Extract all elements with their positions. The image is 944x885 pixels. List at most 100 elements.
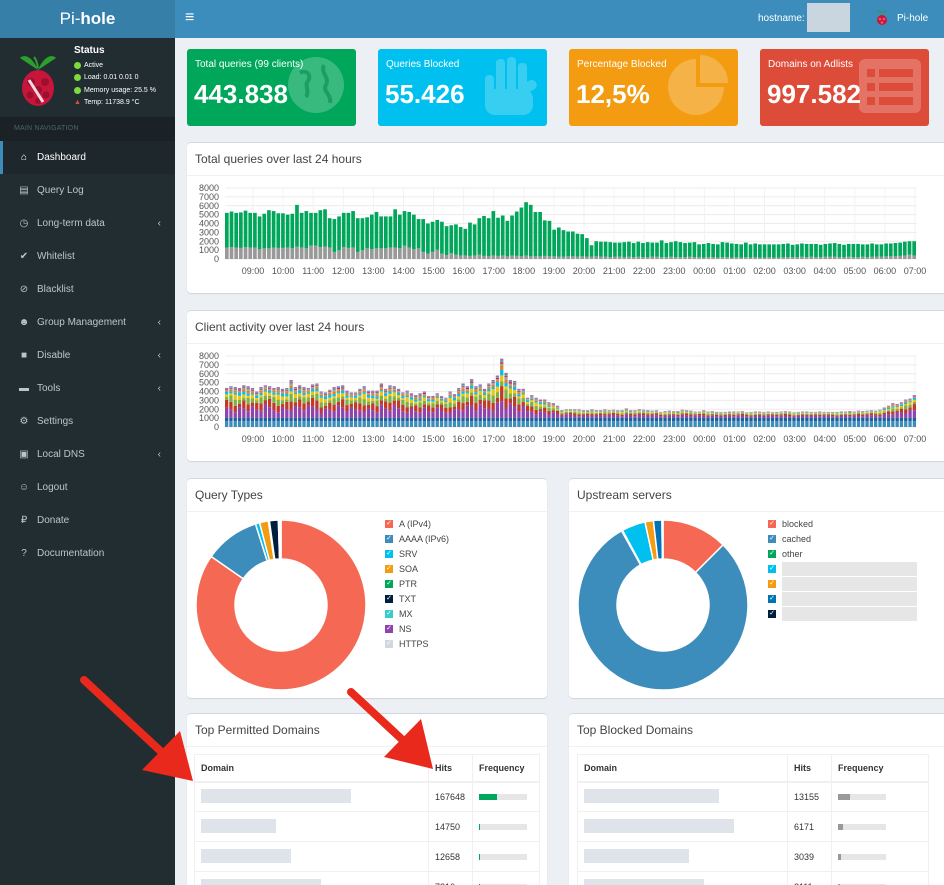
legend-item[interactable]: ✓ — [768, 561, 917, 576]
sidebar-item-donate[interactable]: ₽ Donate — [0, 504, 175, 537]
sidebar-item-logout[interactable]: ☺ Logout — [0, 471, 175, 504]
sidebar-item-documentation[interactable]: ? Documentation — [0, 537, 175, 570]
table-row[interactable]: 14750 — [194, 811, 540, 842]
legend-item[interactable]: ✓ PTR — [385, 576, 449, 591]
sidebar-item-settings[interactable]: ⚙ Settings — [0, 405, 175, 438]
client-bar-segment — [474, 387, 478, 389]
client-bar-segment — [225, 391, 229, 395]
client-bar-segment — [384, 395, 388, 399]
client-bar-segment — [745, 413, 749, 416]
legend-item[interactable]: ✓ HTTPS — [385, 636, 449, 651]
bar-blocked — [309, 245, 313, 259]
column-header-hits[interactable]: Hits — [787, 754, 832, 783]
client-bar-segment — [392, 396, 396, 401]
sidebar-item-local-dns[interactable]: ▣ Local DNS ‹ — [0, 438, 175, 471]
domain-cell[interactable] — [194, 781, 429, 812]
user-menu-label[interactable]: Pi-hole — [897, 13, 929, 24]
bar-permitted — [776, 244, 781, 258]
table-row[interactable]: 2111 — [577, 871, 929, 885]
domain-cell[interactable] — [194, 811, 429, 842]
client-bar-segment — [577, 421, 581, 427]
bar-blocked — [276, 247, 281, 259]
column-header-frequency[interactable]: Frequency — [472, 754, 540, 783]
client-bar-segment — [414, 403, 418, 406]
logo[interactable]: Pi-hole — [0, 0, 175, 38]
domain-cell[interactable] — [194, 871, 429, 885]
domain-cell[interactable] — [577, 841, 788, 872]
domain-cell[interactable] — [577, 781, 788, 812]
stat-box-pie-chart[interactable]: Percentage Blocked 12,5% — [569, 49, 738, 126]
sidebar-item-whitelist[interactable]: ✔ Whitelist — [0, 240, 175, 273]
client-bar-segment — [886, 421, 891, 427]
client-bar-segment — [818, 417, 822, 422]
client-bar-segment — [427, 421, 431, 427]
query-types-donut[interactable] — [187, 479, 547, 698]
table-row[interactable]: 7810 — [194, 871, 540, 885]
client-bar-segment — [586, 417, 590, 422]
sidebar-item-long-term-data[interactable]: ◷ Long-term data ‹ — [0, 207, 175, 240]
raspberry-pi-icon[interactable] — [875, 8, 889, 28]
legend-item[interactable]: ✓ TXT — [385, 591, 449, 606]
client-bar-segment — [611, 412, 616, 416]
legend-item[interactable]: ✓ NS — [385, 621, 449, 636]
column-header-hits[interactable]: Hits — [428, 754, 473, 783]
client-bar-segment — [672, 415, 676, 418]
column-header-domain[interactable]: Domain — [194, 754, 429, 783]
client-bar-segment — [478, 386, 482, 389]
client-bar-segment — [285, 399, 289, 402]
stat-box-globe[interactable]: Total queries (99 clients) 443.838 — [187, 49, 356, 126]
client-bar-segment — [504, 382, 508, 387]
legend-item[interactable]: ✓ blocked — [768, 516, 917, 531]
client-bar-segment — [611, 417, 616, 422]
client-bar-segment — [697, 413, 702, 416]
client-bar-segment — [727, 417, 732, 422]
domain-cell[interactable] — [577, 871, 788, 885]
table-row[interactable]: 6171 — [577, 811, 929, 842]
legend-item[interactable]: ✓ MX — [385, 606, 449, 621]
client-bar-segment — [379, 417, 384, 422]
client-bar-segment — [568, 410, 573, 412]
bar-permitted — [856, 243, 860, 258]
legend-item[interactable]: ✓ SOA — [385, 561, 449, 576]
table-row[interactable]: 12658 — [194, 841, 540, 872]
menu-toggle-icon[interactable]: ≡ — [185, 9, 195, 26]
stat-box-hand[interactable]: Queries Blocked 55.426 — [378, 49, 547, 126]
frequency-bar — [479, 793, 527, 800]
sidebar-item-tools[interactable]: ▬ Tools ‹ — [0, 372, 175, 405]
legend-item[interactable]: ✓ AAAA (IPv6) — [385, 531, 449, 546]
column-header-domain[interactable]: Domain — [577, 754, 788, 783]
column-header-frequency[interactable]: Frequency — [831, 754, 929, 783]
client-bar-segment — [852, 412, 856, 414]
legend-item[interactable]: ✓ — [768, 606, 917, 621]
client-bar-segment — [310, 417, 315, 422]
legend-item[interactable]: ✓ A (IPv4) — [385, 516, 449, 531]
client-bar-segment — [225, 417, 229, 422]
legend-item[interactable]: ✓ SRV — [385, 546, 449, 561]
client-bar-segment — [624, 414, 629, 418]
sidebar-item-blacklist[interactable]: ⊘ Blacklist — [0, 273, 175, 306]
bar-permitted — [678, 242, 683, 258]
legend-item[interactable]: ✓ cached — [768, 531, 917, 546]
sidebar-item-disable[interactable]: ■ Disable ‹ — [0, 339, 175, 372]
legend-item[interactable]: ✓ other — [768, 546, 917, 561]
sidebar-item-query-log[interactable]: ▤ Query Log — [0, 174, 175, 207]
client-bar-segment — [800, 413, 805, 415]
domain-cell[interactable] — [194, 841, 429, 872]
domain-cell[interactable] — [577, 811, 788, 842]
upstream-donut[interactable] — [569, 479, 944, 698]
table-row[interactable]: 3039 — [577, 841, 929, 872]
hits-cell: 14750 — [428, 811, 473, 842]
client-bar-segment — [336, 401, 341, 406]
legend-item[interactable]: ✓ — [768, 591, 917, 606]
legend-item[interactable]: ✓ — [768, 576, 917, 591]
sidebar-item-group-management[interactable]: ☻ Group Management ‹ — [0, 306, 175, 339]
sidebar-item-dashboard[interactable]: ⌂ Dashboard — [0, 141, 175, 174]
client-bar-segment — [702, 411, 706, 412]
stat-box-list[interactable]: Domains on Adlists 997.582 — [760, 49, 929, 126]
table-row[interactable]: 13155 — [577, 781, 929, 812]
table-row[interactable]: 167648 — [194, 781, 540, 812]
client-bar-segment — [259, 390, 263, 391]
client-bar-segment — [757, 421, 762, 427]
